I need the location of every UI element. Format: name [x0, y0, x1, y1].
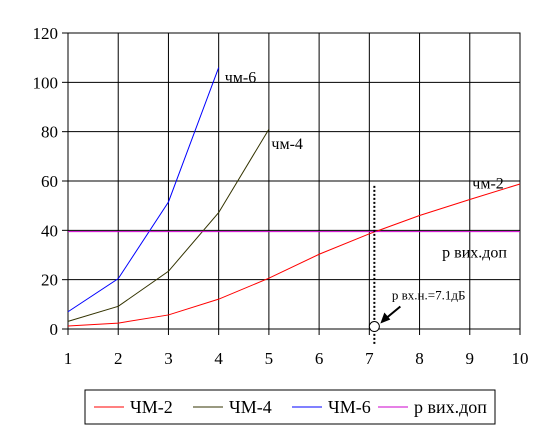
x-tick-label: 1 — [64, 349, 73, 368]
x-tick-label: 5 — [265, 349, 274, 368]
annotation-pvyx: р вих.доп — [442, 244, 507, 261]
annotation-pvxn: р вх.н.=7.1дБ — [392, 287, 466, 302]
annotation-cm6: чм-6 — [225, 69, 257, 86]
series-line-cm6 — [67, 67, 220, 313]
x-tick-label: 2 — [114, 349, 123, 368]
series-lines — [67, 67, 521, 327]
annotation-cm4: чм-4 — [271, 136, 303, 153]
y-tick-label: 60 — [41, 172, 58, 191]
x-tick-label: 9 — [466, 349, 475, 368]
legend-label: р вих.доп — [414, 397, 487, 417]
annotations: чм-6 чм-4 чм-2 р вих.доп р вх.н.=7.1дБ — [225, 69, 508, 302]
annotation-cm2: чм-2 — [472, 175, 504, 192]
overlay — [368, 185, 401, 345]
x-tick-label: 10 — [512, 349, 529, 368]
x-tick-label: 6 — [315, 349, 324, 368]
y-tick-label: 80 — [41, 123, 58, 142]
legend-label: ЧМ-2 — [130, 397, 173, 417]
pointer-arrow-head — [380, 312, 391, 324]
y-tick-label: 100 — [33, 73, 59, 92]
y-tick-label: 120 — [33, 24, 59, 43]
legend-box — [84, 389, 496, 425]
grid — [68, 32, 520, 329]
y-tick-label: 0 — [50, 320, 59, 339]
y-tick-label: 40 — [41, 221, 58, 240]
y-tick-label: 20 — [41, 271, 58, 290]
x-tick-label: 3 — [164, 349, 173, 368]
legend-label: ЧМ-4 — [229, 397, 272, 417]
x-tick-label: 4 — [214, 349, 223, 368]
series-line-cm2 — [67, 183, 521, 327]
x-tick-label: 7 — [365, 349, 374, 368]
series-line-cm4 — [67, 128, 270, 322]
x-tick-label: 8 — [415, 349, 424, 368]
legend-label: ЧМ-6 — [328, 397, 371, 417]
threshold-marker — [368, 321, 380, 333]
legend: ЧМ-2 ЧМ-4 ЧМ-6 р вих.доп — [84, 389, 496, 425]
